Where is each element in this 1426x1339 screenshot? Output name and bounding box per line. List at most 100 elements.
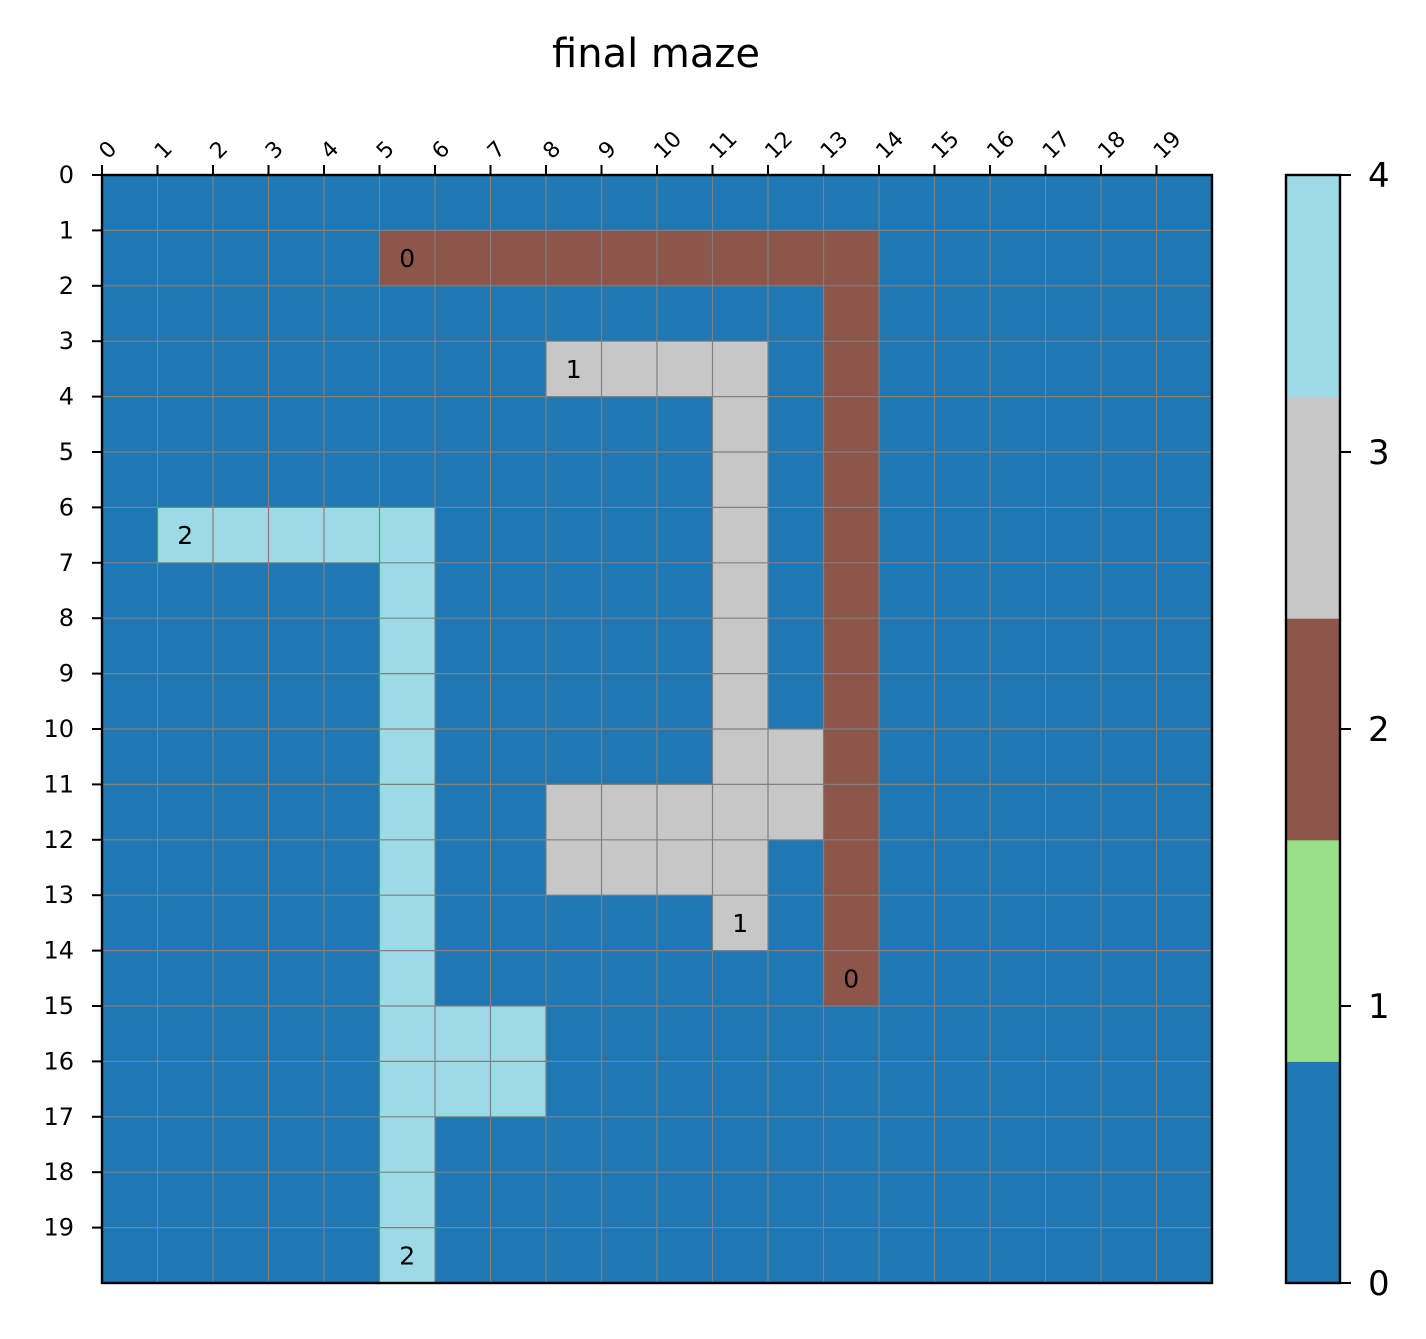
maze-cell (490, 507, 547, 564)
maze-cell (490, 1172, 547, 1228)
maze-cell (934, 175, 991, 231)
maze-cell (268, 618, 325, 674)
maze-cell (1101, 285, 1157, 342)
maze-cell (934, 1061, 991, 1118)
y-tick-label: 18 (43, 1158, 74, 1186)
maze-cell (213, 1116, 269, 1173)
x-axis: 0 1 2 3 4 5 6 7 8 9 10 11 12 13 14 15 16 17 18 19 (95, 127, 1187, 175)
maze-cell (1156, 230, 1213, 287)
maze-cell (823, 839, 880, 896)
maze-cell (934, 673, 991, 730)
maze-cell (324, 396, 380, 453)
cell-annotation: 2 (399, 1241, 415, 1270)
maze-cell (1156, 507, 1213, 564)
maze-cell (601, 1116, 658, 1173)
maze-cell (1101, 895, 1157, 951)
maze-cell (934, 396, 991, 453)
maze-cell (1156, 673, 1213, 730)
maze-cell (324, 895, 380, 951)
maze-cell (1045, 618, 1102, 674)
maze-cell (934, 562, 991, 619)
maze-cell (712, 673, 769, 730)
maze-cell (1156, 396, 1213, 453)
maze-cell (157, 1061, 214, 1118)
maze-cell (990, 729, 1046, 785)
maze-cell (712, 1227, 769, 1284)
maze-cell (879, 1006, 935, 1062)
maze-cell (768, 895, 824, 951)
maze-cell (1101, 175, 1157, 231)
x-tick-label: 11 (705, 127, 742, 164)
maze-cell (379, 175, 436, 231)
maze-cell (823, 396, 880, 453)
maze-cell (1101, 1061, 1157, 1118)
maze-cell (546, 618, 602, 674)
maze-cell (934, 618, 991, 674)
maze-cell (601, 1227, 658, 1284)
maze-cell (990, 1006, 1046, 1062)
maze-cell (546, 562, 602, 619)
maze-cell (102, 1227, 158, 1284)
maze-cell (879, 673, 935, 730)
maze-cell (435, 1006, 491, 1062)
x-tick-label: 19 (1149, 127, 1186, 164)
maze-cell (102, 285, 158, 342)
maze-cell (102, 673, 158, 730)
maze-cell (823, 1227, 880, 1284)
maze-cell (379, 1172, 436, 1228)
maze-cell (712, 784, 769, 841)
maze-cell (1101, 1227, 1157, 1284)
maze-cell (324, 839, 380, 896)
y-tick-label: 7 (59, 549, 74, 577)
maze-cell (657, 396, 713, 453)
maze-cell (157, 784, 214, 841)
maze-cell (990, 562, 1046, 619)
maze-cell (990, 1172, 1046, 1228)
maze-cell (601, 950, 658, 1007)
maze-cell (879, 1061, 935, 1118)
maze-cell (879, 396, 935, 453)
maze-cell (657, 784, 713, 841)
maze-cell (1045, 784, 1102, 841)
maze-cell (102, 618, 158, 674)
maze-cell (268, 285, 325, 342)
maze-cell (213, 1227, 269, 1284)
maze-cell (990, 618, 1046, 674)
maze-cell (1156, 285, 1213, 342)
maze-cell (379, 950, 436, 1007)
maze-cell (657, 1116, 713, 1173)
maze-cell (1101, 1006, 1157, 1062)
maze-cell (324, 1061, 380, 1118)
maze-cells (102, 175, 1213, 1284)
maze-cell (823, 895, 880, 951)
maze-cell (490, 618, 547, 674)
maze-cell (712, 507, 769, 564)
y-tick-label: 10 (43, 715, 74, 743)
maze-cell (934, 1227, 991, 1284)
maze-cell (657, 729, 713, 785)
maze-cell (435, 673, 491, 730)
maze-cell (657, 452, 713, 508)
maze-cell (546, 285, 602, 342)
maze-cell (879, 341, 935, 397)
maze-cell (990, 230, 1046, 287)
maze-cell (324, 341, 380, 397)
maze-cell (546, 1172, 602, 1228)
maze-cell (990, 950, 1046, 1007)
maze-cell (379, 784, 436, 841)
maze-cell (934, 452, 991, 508)
maze-cell (990, 285, 1046, 342)
maze-cell (1156, 618, 1213, 674)
maze-cell (213, 950, 269, 1007)
maze-cell (934, 895, 991, 951)
maze-cell (1156, 950, 1213, 1007)
maze-cell (601, 895, 658, 951)
maze-cell (157, 950, 214, 1007)
y-tick-label: 11 (43, 770, 74, 798)
maze-cell (490, 562, 547, 619)
maze-cell (1101, 1172, 1157, 1228)
maze-cell (823, 507, 880, 564)
maze-cell (379, 507, 436, 564)
x-tick-label: 18 (1094, 127, 1131, 164)
maze-cell (1156, 839, 1213, 896)
